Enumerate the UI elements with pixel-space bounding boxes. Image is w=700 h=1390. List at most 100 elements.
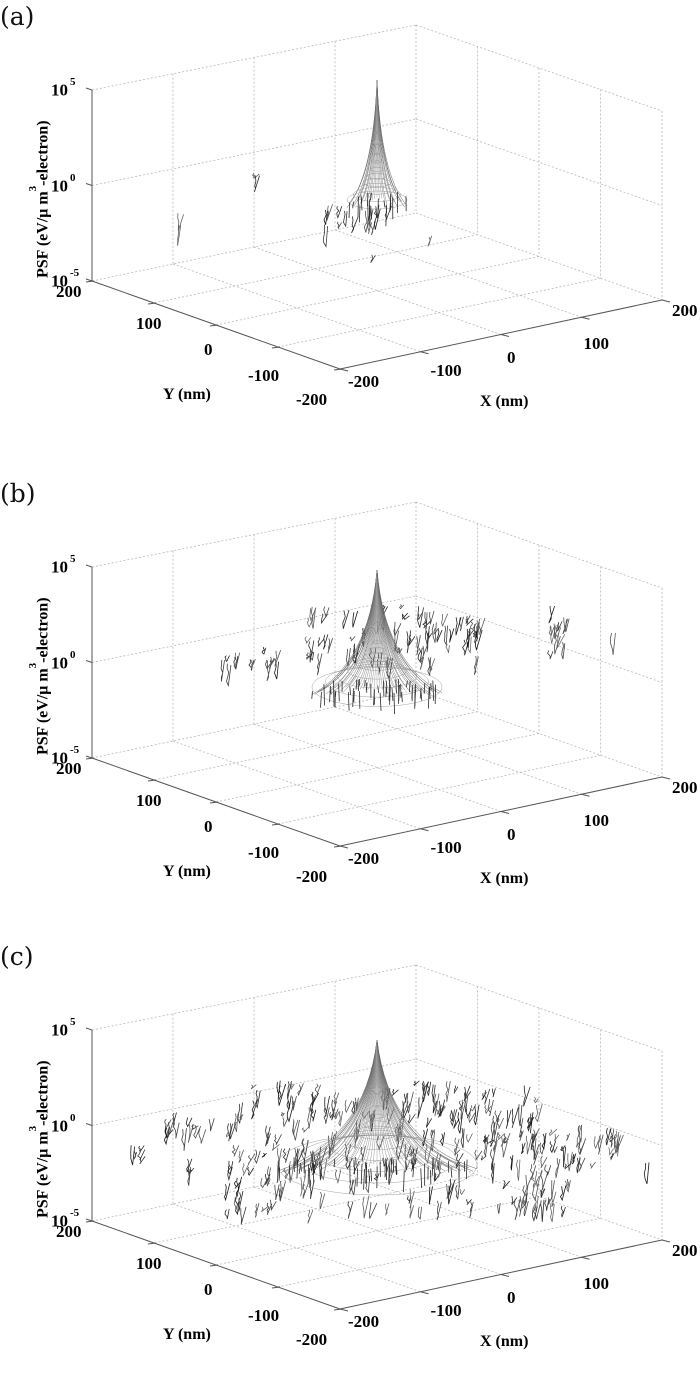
floor-grid [335,230,582,317]
y-tick-mark [148,1243,156,1244]
x-tick-mark [340,369,348,371]
x-tick-mark [662,300,670,302]
y-tick-label: -100 [248,367,279,384]
y-tick-label: 0 [204,341,213,358]
psf-noise [330,686,331,695]
z-tick-mark [86,565,92,567]
psf-noise [378,686,379,693]
psf-noise [402,692,403,702]
z-axis-label: PSF (eV/μ m3-electron) [33,1060,51,1218]
x-tick-mark [340,846,348,848]
y-tick-mark [86,281,94,282]
psf-noise [403,1170,404,1192]
x-tick-label: -200 [348,373,379,390]
x-axis-label: X (nm) [480,871,528,887]
x-tick-mark [582,1257,590,1259]
y-axis-label: Y (nm) [163,864,211,880]
floor-grid [278,278,601,347]
y-tick-mark [148,780,156,781]
y-tick-mark [210,802,218,803]
x-tick-label: 100 [584,335,610,352]
psf-noise [356,680,357,690]
floor-grid [173,741,421,829]
x-tick-label: 0 [507,349,516,366]
x-tick-mark [582,794,590,796]
y-tick-mark [210,325,218,326]
y-tick-label: 0 [204,818,213,835]
psf-noise [451,1169,452,1178]
y-tick-label: -200 [296,1331,327,1348]
y-tick-mark [272,347,280,348]
z-tick-mark [86,661,92,663]
psf-noise [321,692,322,708]
y-tick-mark [86,758,94,759]
x-axis-label: X (nm) [480,1334,528,1350]
x-tick-mark [501,335,509,337]
x-tick-label: -100 [431,1302,462,1319]
y-tick-label: -100 [248,1307,279,1324]
y-axis-label: Y (nm) [163,1327,211,1343]
psf-noise [364,1169,365,1190]
floor-grid [173,1204,421,1292]
x-tick-label: 100 [584,1275,610,1292]
psf-noise [380,693,381,711]
psf-noise [421,1168,422,1188]
floor-grid [173,264,421,352]
x-tick-label: 0 [507,826,516,843]
x-tick-label: 200 [672,779,698,796]
z-tick-mark [86,279,92,281]
x-tick-mark [501,812,509,814]
y-tick-label: 100 [136,792,162,809]
y-tick-label: 200 [56,760,82,777]
x-tick-mark [662,1240,670,1242]
psf-noise [424,683,425,694]
x-tick-label: 100 [584,812,610,829]
psf-noise [361,1164,362,1184]
x-tick-label: 0 [507,1289,516,1306]
y-tick-label: 0 [204,1281,213,1298]
psf-noise [428,687,429,708]
psf-peak [277,1040,477,1195]
psf-noise [396,679,397,693]
y-tick-mark [272,1287,280,1288]
x-axis-label: X (nm) [480,394,528,410]
psf-noise [421,693,422,701]
z-tick-mark [86,756,92,758]
psf-noise [392,687,393,701]
psf-noise [415,684,416,699]
x-tick-mark [501,1275,509,1277]
z-tick-mark [86,1028,92,1030]
floor-grid [216,257,539,326]
floor-grid [278,755,601,824]
psf-noise [409,681,410,692]
x-tick-mark [582,317,590,319]
psf-noise [353,688,354,707]
y-tick-label: -100 [248,844,279,861]
y-tick-mark [148,303,156,304]
psf-noise [354,691,355,702]
y-tick-label: -200 [296,868,327,885]
x-tick-label: -200 [348,850,379,867]
psf-peak [347,80,407,226]
floor-grid [335,707,582,794]
psf-noise [335,691,336,697]
y-tick-mark [86,1221,94,1222]
psf-noise [466,1160,467,1180]
y-tick-mark [210,1265,218,1266]
z-axis-label: PSF (eV/μ m3-electron) [33,597,51,755]
psf-noise [321,1167,322,1179]
y-tick-label: 100 [136,315,162,332]
z-tick-mark [86,1219,92,1221]
y-tick-label: 200 [56,283,82,300]
floor-grid [216,1197,539,1266]
psf-noise [278,1168,279,1183]
x-tick-mark [421,829,429,831]
x-tick-label: -100 [431,362,462,379]
x-tick-mark [421,352,429,354]
psf-noise [433,680,434,700]
